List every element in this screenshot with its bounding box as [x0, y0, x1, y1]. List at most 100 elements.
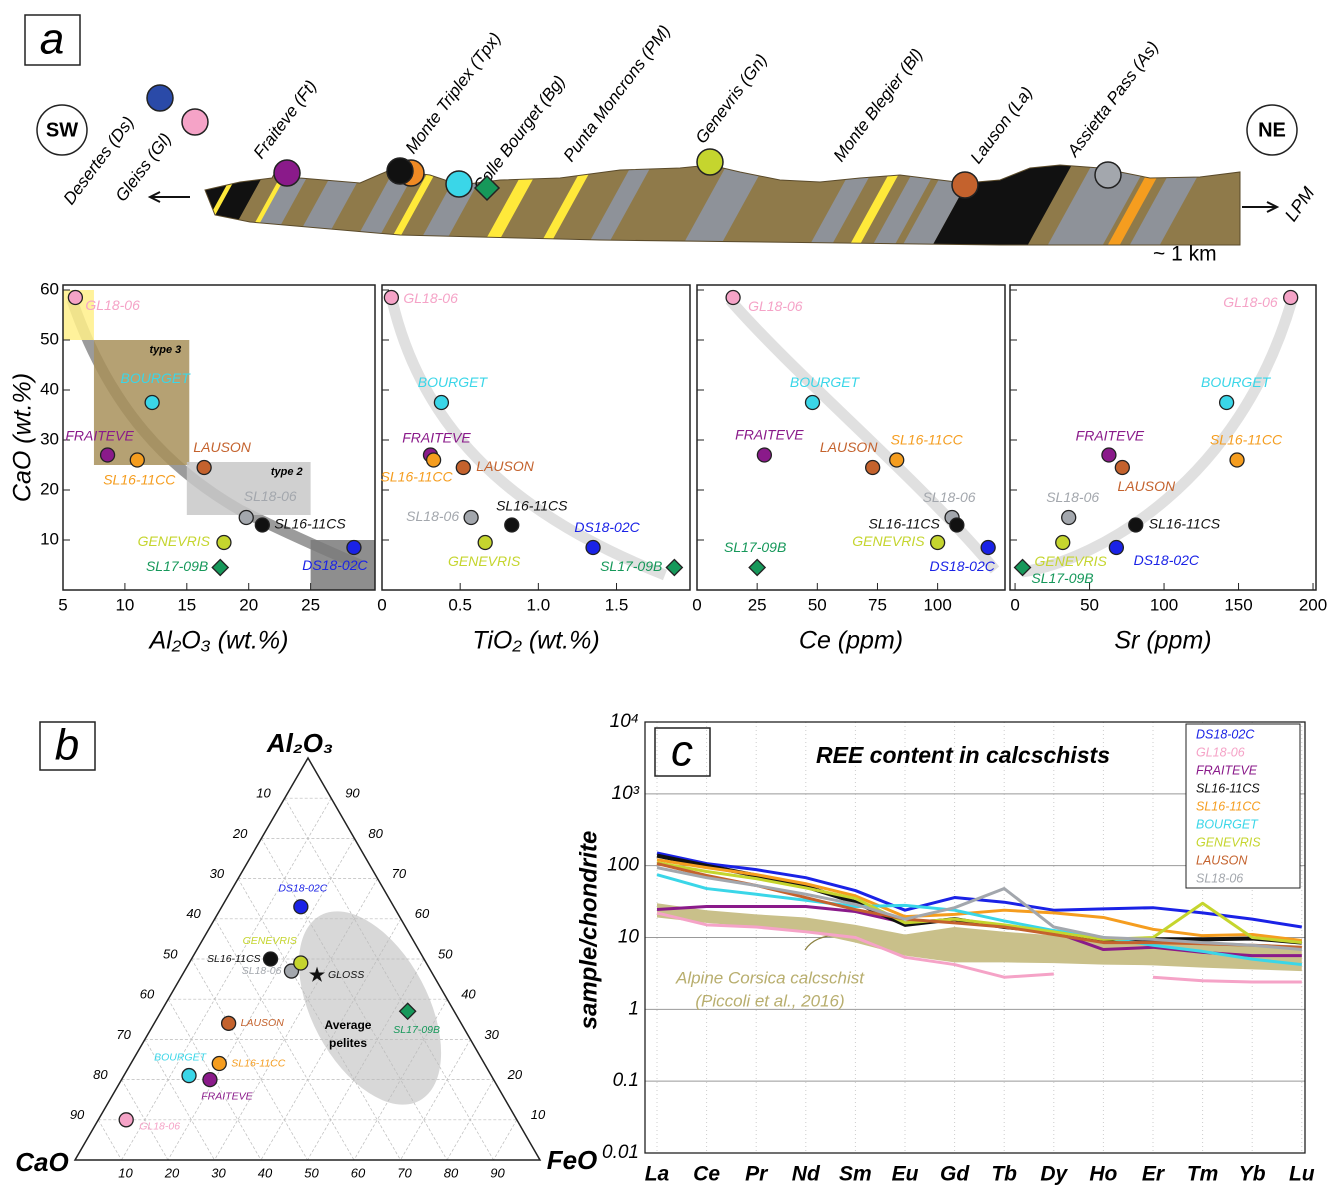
ternary-tick-label: 50 [163, 946, 178, 961]
plot-frame [644, 721, 1306, 1154]
point [748, 558, 767, 577]
ternary-tick-label: 40 [186, 906, 201, 921]
x-tick-label: Dy [1040, 1163, 1068, 1186]
section-stripe [585, 163, 660, 245]
point [383, 289, 400, 306]
direction-label: NE [1258, 119, 1286, 141]
point [455, 459, 471, 476]
y-tick-label: 60 [40, 279, 59, 298]
y-tick-label: 100 [607, 855, 639, 876]
section-stripe [680, 163, 773, 245]
x-tick-label: 200 [1299, 595, 1327, 614]
point-label: BOURGET [1201, 374, 1272, 390]
x-tick-label: Er [1142, 1163, 1166, 1186]
ternary-tick-label: 20 [164, 1165, 180, 1180]
point-label: GENEVRIS [1035, 553, 1108, 569]
point-label: BOURGET [121, 370, 192, 386]
point [129, 452, 145, 468]
ternary-tick-label: 60 [140, 987, 155, 1002]
point-label: SL18-06 [406, 508, 459, 524]
series-line [656, 861, 1302, 945]
point-label: SL17-09B [724, 539, 786, 555]
ternary-tick-label: 40 [461, 987, 476, 1002]
site-label: Monte Blegier (Bl) [830, 45, 927, 165]
point-label: SL17-09B [393, 1024, 440, 1036]
point-label: FRAITEVE [402, 430, 471, 446]
ternary-tick-label: 10 [531, 1107, 546, 1122]
site-marker [181, 108, 209, 136]
point [211, 558, 230, 577]
site-label: Lauson (La) [967, 83, 1037, 167]
panel-letter: a [40, 15, 64, 64]
point [725, 289, 741, 306]
point [804, 394, 821, 411]
x-tick-label: Sm [839, 1163, 872, 1186]
point [929, 534, 946, 551]
x-tick-label: 0 [1010, 595, 1019, 614]
x-tick-label: 0.5 [448, 595, 472, 614]
chart-title: REE content in calcschists [816, 742, 1110, 768]
site-label: Fraiteve (Ft) [250, 77, 321, 162]
point [865, 459, 881, 476]
point-label: LAUSON [1118, 478, 1176, 494]
trend-curve [725, 296, 1000, 574]
point [398, 1002, 417, 1021]
point [756, 447, 773, 463]
annotation: (Piccoli et al., 2016) [695, 991, 844, 1010]
point [220, 1015, 237, 1031]
x-tick-label: Ce [693, 1163, 720, 1186]
point-label: SL16-11CC [231, 1057, 286, 1069]
point-label: DS18-02C [574, 519, 640, 535]
point-label: LAUSON [476, 458, 534, 474]
plot-frame [62, 284, 376, 591]
x-tick-label: 150 [1224, 595, 1252, 614]
point-label: GL18-06 [1223, 294, 1278, 310]
x-tick-label: Ho [1089, 1163, 1117, 1186]
site-label: Colle Bourget (Bg) [470, 72, 569, 195]
ternary-grid [237, 878, 401, 1161]
point [196, 459, 212, 476]
point [202, 1071, 218, 1088]
legend-entry: BOURGET [1196, 817, 1259, 831]
point [254, 517, 270, 533]
point [425, 452, 442, 468]
legend-entry: GL18-06 [1196, 745, 1245, 759]
y-tick-label: 10³ [612, 783, 640, 804]
x-tick-label: 0 [692, 595, 701, 614]
series-line [656, 866, 1302, 952]
annotation: Alpine Corsica calcschist [675, 968, 865, 987]
region [310, 540, 375, 590]
y-tick-label: 10⁴ [610, 711, 639, 732]
legend-box [1185, 723, 1301, 889]
point [211, 1055, 227, 1072]
panel-letter: c [671, 727, 693, 776]
point [216, 534, 232, 551]
pelites-field [298, 911, 442, 1105]
point-label: FRAITEVE [65, 428, 134, 444]
point [1283, 289, 1299, 306]
ternary-axis-label: Al₂O₃ [266, 728, 333, 758]
direction-circle [1246, 104, 1298, 156]
point-label: LAUSON [241, 1017, 285, 1029]
site-marker [951, 171, 979, 199]
ternary-grid [144, 1039, 215, 1161]
x-tick-label: 0 [377, 595, 386, 614]
region [93, 340, 190, 465]
reference-band [657, 903, 1302, 972]
x-tick-label: 10 [115, 595, 134, 614]
point-label: SL17-09B [146, 558, 208, 574]
trend-curve [1021, 298, 1298, 578]
point-label: SL16-11CC [1210, 432, 1283, 448]
arrow [147, 191, 190, 203]
ternary-tick-label: 80 [93, 1067, 108, 1082]
point [665, 558, 684, 577]
point [433, 394, 450, 411]
legend-entry: DS18-02C [1196, 727, 1255, 741]
y-tick-label: 1 [628, 998, 639, 1019]
point-label: GL18-06 [139, 1121, 180, 1133]
ternary-grid [214, 878, 378, 1161]
arrow [1242, 201, 1280, 213]
x-tick-label: Gd [940, 1163, 970, 1186]
